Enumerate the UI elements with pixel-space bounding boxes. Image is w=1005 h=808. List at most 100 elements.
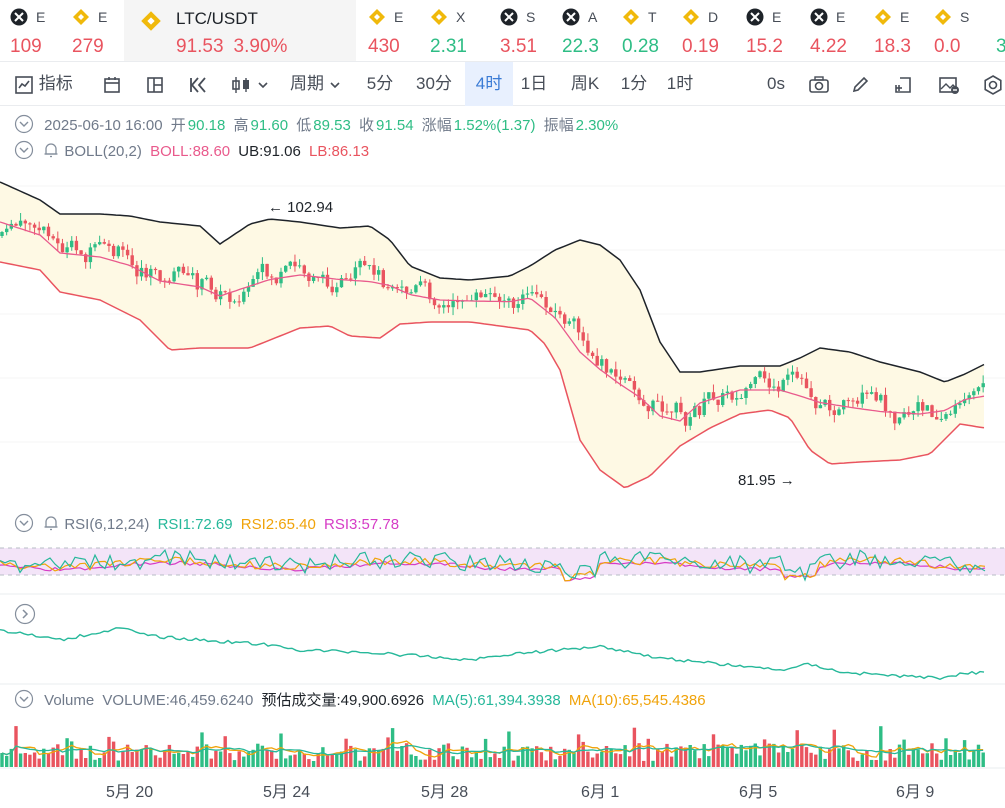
volume-bar	[28, 754, 32, 767]
bell-icon[interactable]	[42, 514, 60, 532]
volume-bar	[158, 757, 162, 767]
candle-body	[200, 279, 204, 290]
indicator-pane-toggle[interactable]	[14, 603, 36, 629]
ticker-item[interactable]: E 279	[62, 0, 124, 61]
calendar-button[interactable]	[102, 62, 122, 106]
volume-bar	[823, 758, 827, 767]
ticker-item[interactable]: D 0.19	[672, 0, 736, 61]
volume-bar	[381, 748, 385, 767]
volume-bar	[386, 737, 390, 767]
volume-bar	[544, 760, 548, 767]
draw-button[interactable]	[850, 62, 870, 106]
ticker-item[interactable]: 3	[986, 0, 1005, 61]
ticker-price: 430	[368, 36, 400, 57]
candle-body	[18, 220, 23, 226]
candle-body	[0, 232, 4, 236]
volume-bar	[804, 747, 809, 767]
candle-body	[414, 285, 418, 293]
interval-6[interactable]: 1时	[666, 74, 694, 93]
candle-body	[697, 406, 702, 416]
candle-body	[135, 265, 139, 277]
candle-body	[535, 292, 539, 295]
candle-body	[56, 238, 60, 244]
chevron-down-circle-icon[interactable]	[14, 114, 34, 134]
interval-0[interactable]: 5分	[366, 74, 394, 93]
volume-bar	[558, 756, 562, 767]
volume-bar	[525, 746, 530, 767]
indicators-button[interactable]: 指标	[14, 62, 73, 106]
rsi1-value: RSI1:72.69	[157, 516, 233, 533]
candle-body	[976, 387, 981, 392]
interval-5[interactable]: 1分	[620, 74, 648, 93]
candle-body	[818, 405, 823, 409]
volume-bar	[51, 747, 55, 767]
volume-bar	[907, 754, 911, 767]
candle-body	[935, 417, 939, 420]
arrow-left-icon: ←	[268, 199, 283, 216]
interval-1[interactable]: 30分	[416, 74, 452, 93]
layout-button[interactable]	[145, 62, 165, 106]
candle-body	[432, 299, 437, 306]
volume-bar	[637, 743, 641, 767]
chevron-right-circle-icon[interactable]	[14, 603, 36, 625]
ticker-name: E	[98, 9, 108, 25]
volume-bar	[897, 744, 902, 767]
candle-body	[828, 399, 832, 411]
x-axis-label: 6月 1	[581, 784, 620, 801]
interval-4[interactable]: 周K	[570, 74, 600, 93]
candle-body	[381, 270, 385, 288]
volume-bar	[288, 755, 292, 767]
volume-bar	[191, 756, 195, 767]
candle-body	[618, 376, 623, 380]
ticker-item[interactable]: E 430	[358, 0, 420, 61]
ticker-name: S	[526, 9, 536, 25]
volume-bar	[502, 746, 506, 767]
chevron-down-circle-icon[interactable]	[14, 689, 34, 709]
chevron-down-circle-icon[interactable]	[14, 140, 34, 160]
rsi-info: RSI(6,12,24) RSI1:72.69 RSI2:65.40 RSI3:…	[14, 513, 403, 533]
low-label: 低	[296, 117, 312, 134]
volume-bar	[483, 738, 488, 767]
ticker-item[interactable]: A 22.3	[552, 0, 612, 61]
ticker-item[interactable]: E 15.2	[736, 0, 800, 61]
interval-2[interactable]: 4时	[465, 62, 513, 106]
volume-bar	[669, 756, 674, 767]
interval-3[interactable]: 1日	[520, 74, 548, 93]
volume-bar	[144, 745, 148, 767]
ticker-item[interactable]: S 3.51	[490, 0, 552, 61]
ticker-item[interactable]: E 109	[0, 0, 62, 61]
chevron-down-circle-icon[interactable]	[14, 513, 34, 533]
volume-bar	[423, 759, 427, 767]
ticker-item[interactable]: S 0.0	[924, 0, 986, 61]
volume-bar	[79, 748, 83, 767]
ticker-item[interactable]: X 2.31	[420, 0, 490, 61]
ticker-item[interactable]: E 18.3	[864, 0, 924, 61]
volume-bar	[688, 745, 692, 767]
settings-button[interactable]	[982, 62, 1004, 106]
ticker-item[interactable]: E 4.22	[800, 0, 864, 61]
candle-body	[972, 391, 976, 396]
ticker-price: 279	[72, 36, 104, 57]
ticker-item[interactable]: LTC/USDT 91.53 3.90%	[124, 0, 356, 61]
pencil-icon	[852, 76, 869, 92]
candle-body	[93, 244, 97, 248]
candle-body	[953, 405, 957, 414]
chart-type-dropdown[interactable]	[230, 62, 269, 106]
ohlc-datetime: 2025-06-10 16:00	[44, 117, 163, 134]
rewind-button[interactable]	[188, 62, 210, 106]
add-window-button[interactable]	[893, 62, 913, 106]
volume-bar	[284, 758, 288, 767]
ticker-price: 91.53 3.90%	[176, 36, 288, 57]
bell-icon[interactable]	[42, 141, 60, 159]
period-dropdown[interactable]: 周期	[290, 62, 341, 106]
boll-mid-line	[0, 221, 985, 422]
image-settings-button[interactable]	[938, 62, 960, 106]
volume-bar	[177, 752, 181, 767]
volume-ma5: MA(5):61,394.3938	[432, 692, 561, 709]
candle-body	[251, 279, 255, 287]
screenshot-button[interactable]	[808, 62, 830, 106]
ticker-item[interactable]: T 0.28	[612, 0, 672, 61]
volume-bar	[167, 744, 172, 767]
volume-bar	[0, 753, 4, 767]
